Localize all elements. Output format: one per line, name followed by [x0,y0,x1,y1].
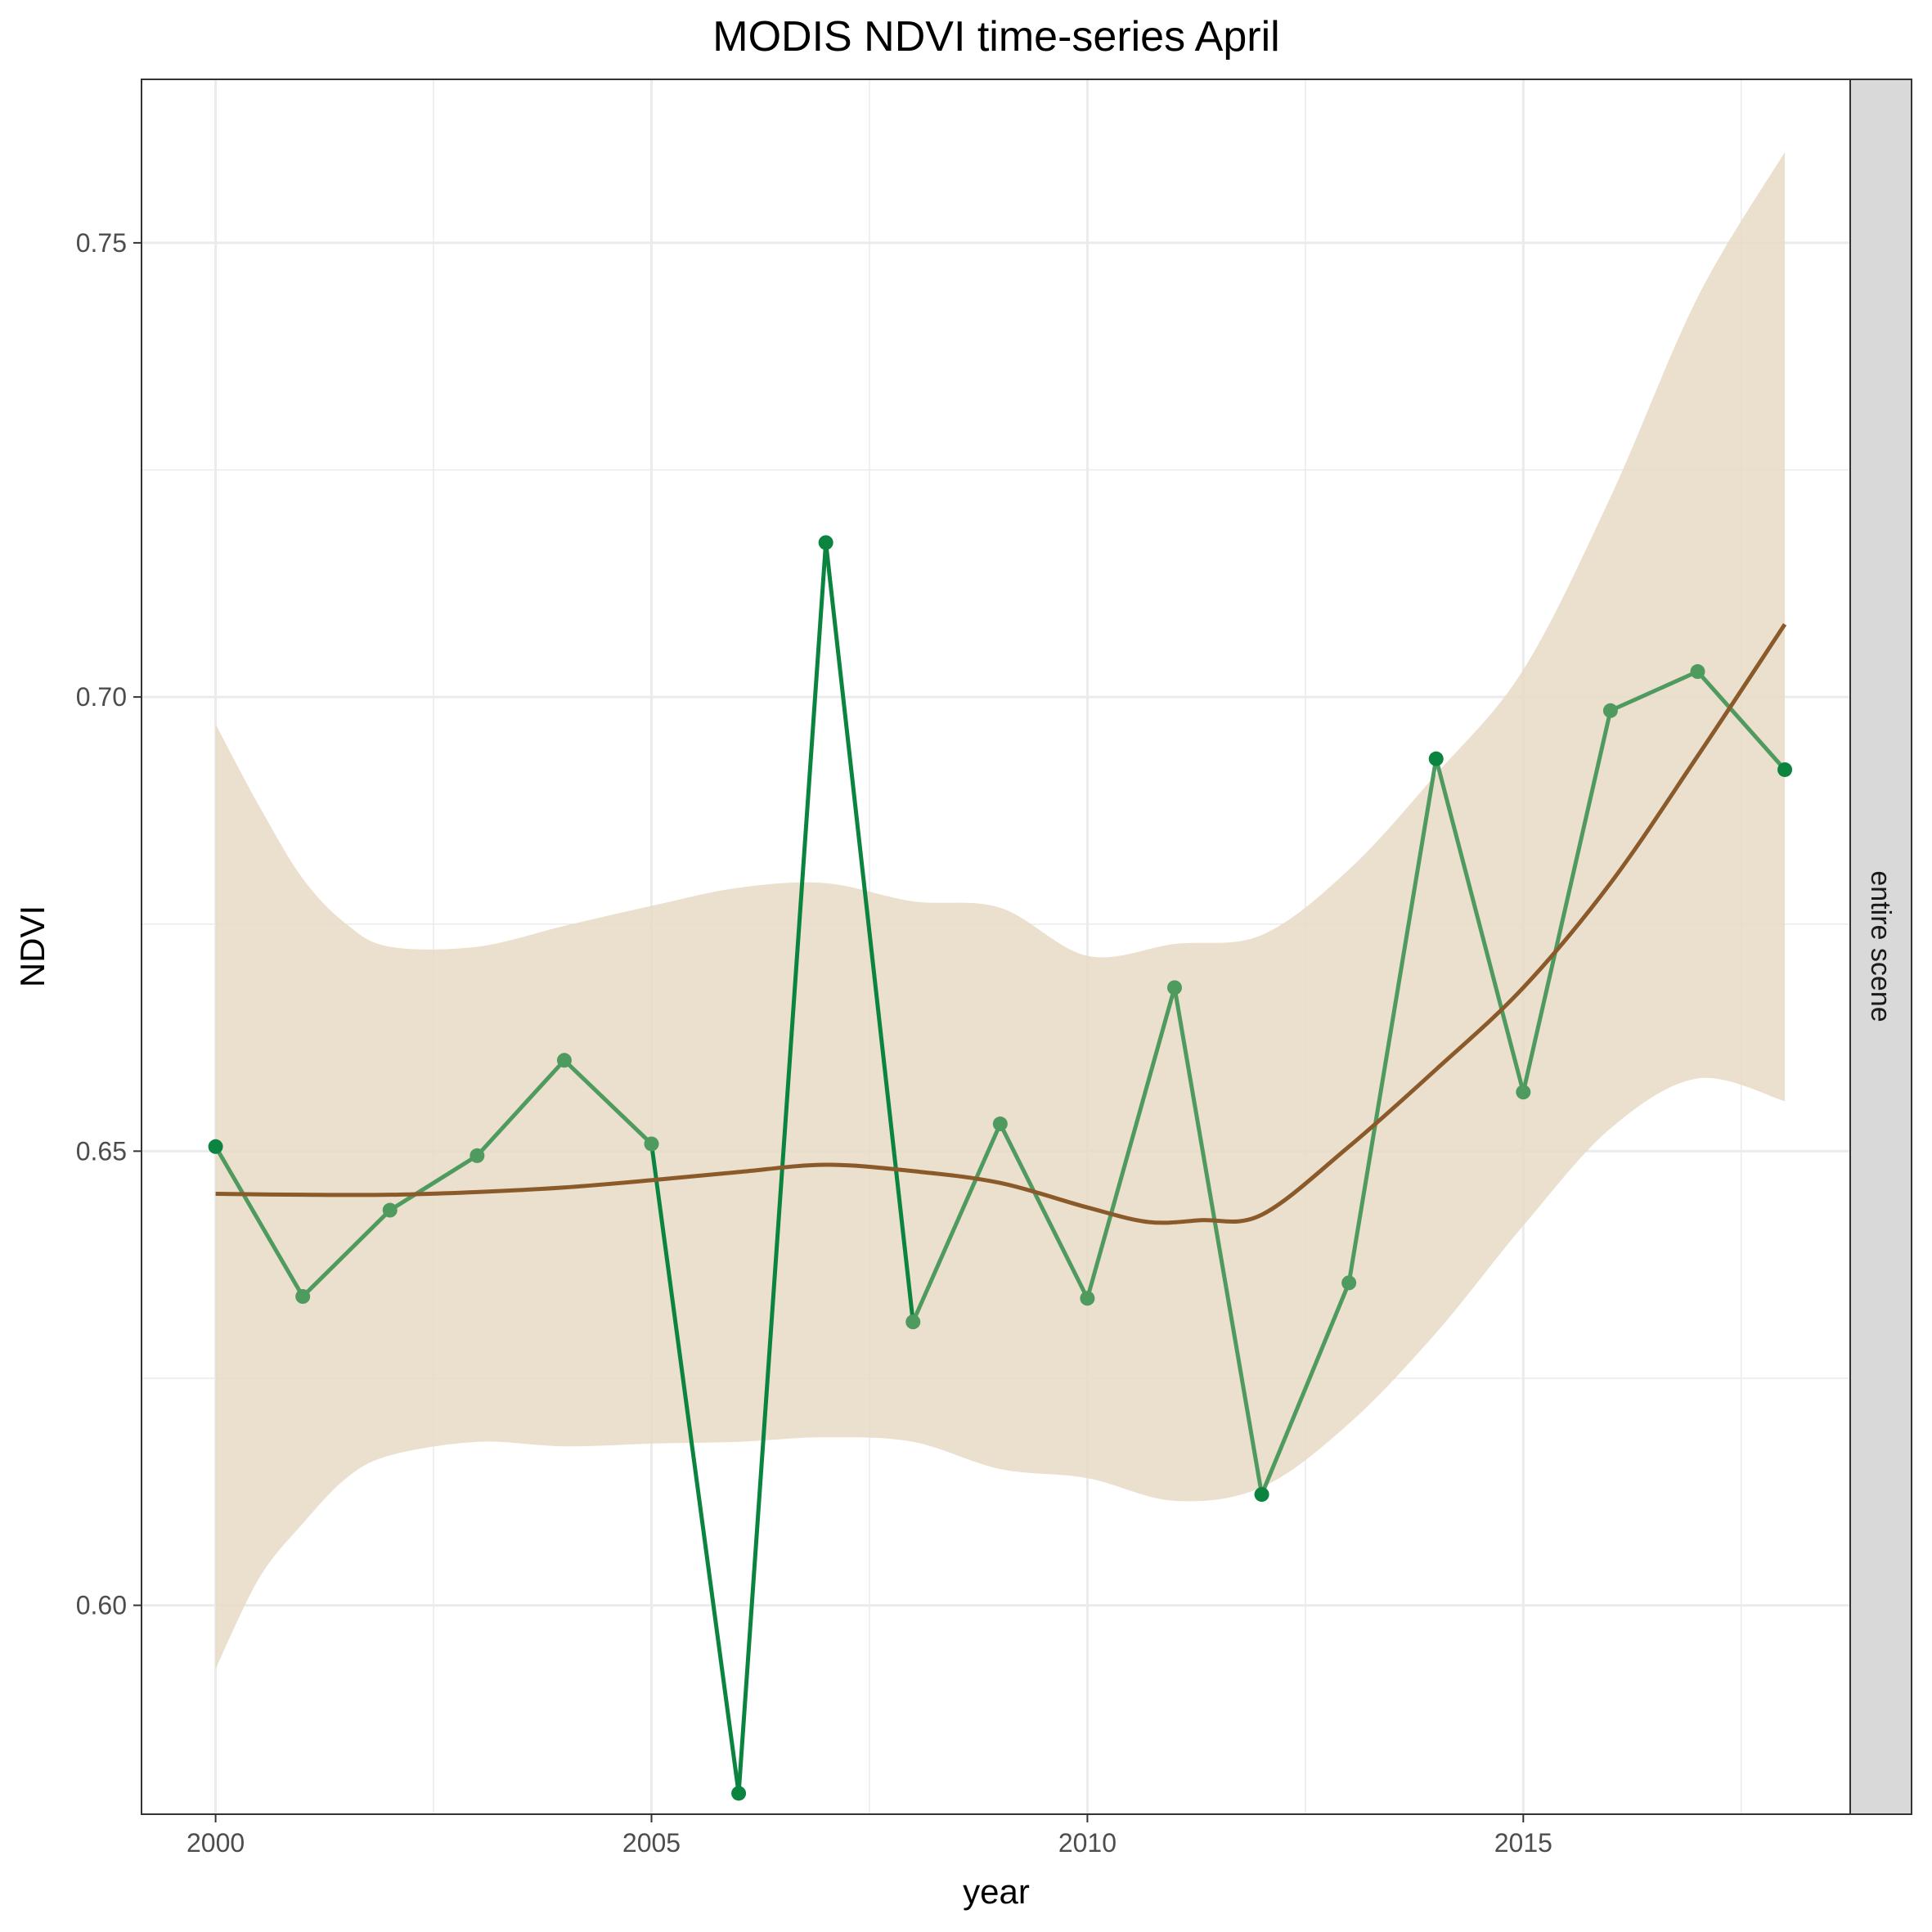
ndvi-series-lines [213,540,1787,1795]
x-tick-label: 2005 [622,1828,681,1858]
data-point [1080,1291,1095,1306]
data-point [1777,762,1793,777]
series-segment [562,1058,654,1146]
y-tick-label: 0.65 [76,1136,127,1166]
x-tick-label: 2000 [186,1828,245,1858]
y-tick-label: 0.70 [76,682,127,712]
series-segment [1346,757,1439,1285]
x-tick-label: 2010 [1058,1828,1117,1858]
data-point [295,1289,311,1305]
series-segment [213,1144,305,1299]
series-segment [1172,985,1265,1497]
data-point [731,1786,747,1801]
x-tick-label: 2015 [1494,1828,1552,1858]
data-point [905,1314,921,1330]
data-point [208,1139,223,1154]
data-point [1166,980,1182,995]
y-tick-label: 0.75 [76,228,127,258]
data-point [382,1202,398,1218]
series-segment [1434,757,1525,1094]
data-point [1516,1085,1531,1100]
chart-title: MODIS NDVI time-series April [712,13,1279,61]
series-segment [998,1121,1090,1301]
data-point [1254,1487,1269,1503]
data-point [1602,703,1618,718]
x-axis-title: year [963,1872,1030,1911]
series-segment [1521,708,1613,1094]
y-axis-title: NDVI [13,905,52,987]
confidence-ribbon [215,151,1786,1669]
data-point [470,1148,485,1163]
y-tick-label: 0.60 [76,1591,127,1620]
data-point [992,1117,1008,1132]
x-axis-ticks: 2000 2005 2010 2015 [186,1814,1552,1858]
series-segment [474,1058,567,1158]
series-segment [1260,1280,1351,1497]
data-point [1428,751,1444,766]
data-point [1341,1275,1357,1291]
ndvi-points [208,535,1793,1801]
series-segment [1608,669,1700,713]
series-segment [1085,985,1177,1301]
y-axis-ticks: 0.60 0.65 0.70 0.75 [76,228,142,1620]
series-segment [1695,669,1787,772]
data-point [818,535,833,550]
series-segment [824,540,915,1324]
series-segment [388,1153,479,1213]
facet-strip [1849,79,1912,1815]
smooth-trend-line [215,622,1787,1225]
data-point [1690,664,1705,680]
facet-strip-label: entire scene [1865,870,1896,1022]
data-point [556,1053,572,1068]
series-segment [300,1208,393,1299]
data-point [644,1136,659,1152]
series-segment [649,1141,741,1795]
series-segment [910,1121,1003,1324]
